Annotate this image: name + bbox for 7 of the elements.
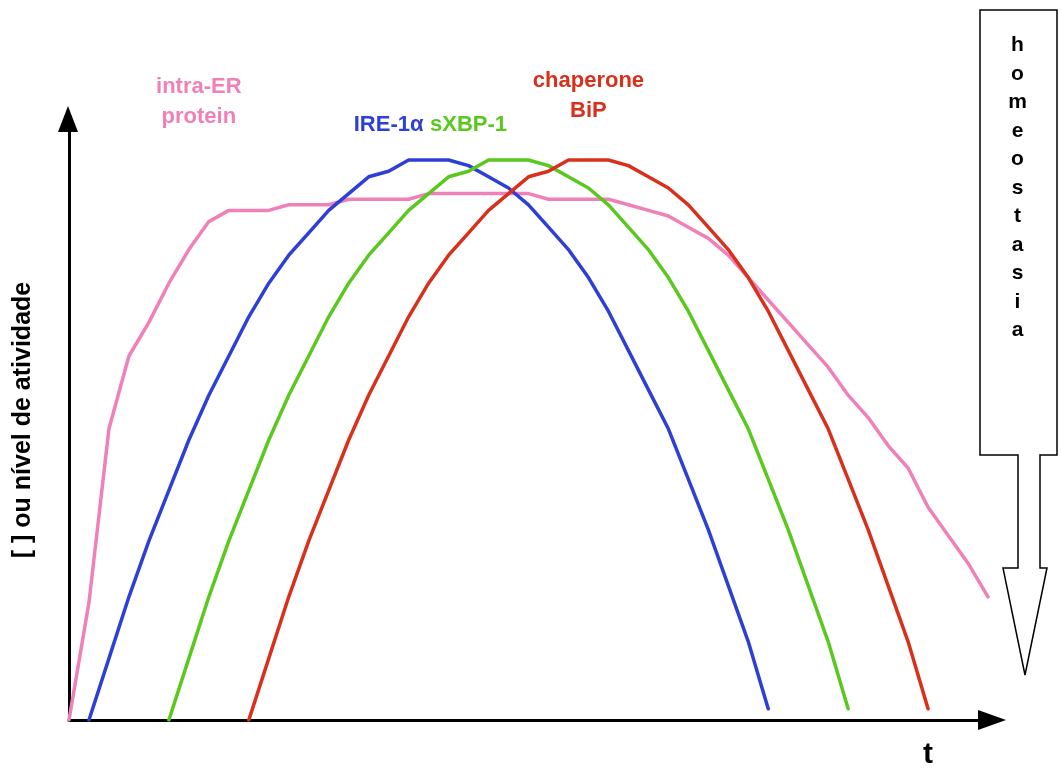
y-axis-title: [ ] ou nível de atividade: [6, 281, 35, 559]
series-label: sXBP-1: [430, 110, 508, 136]
series-label: IRE-1α: [353, 110, 424, 136]
text: chaperone BiP: [532, 66, 645, 122]
text: homeostasia: [1008, 32, 1027, 340]
text: intra-ER protein: [156, 72, 242, 128]
x-axis-title: t: [923, 735, 933, 769]
